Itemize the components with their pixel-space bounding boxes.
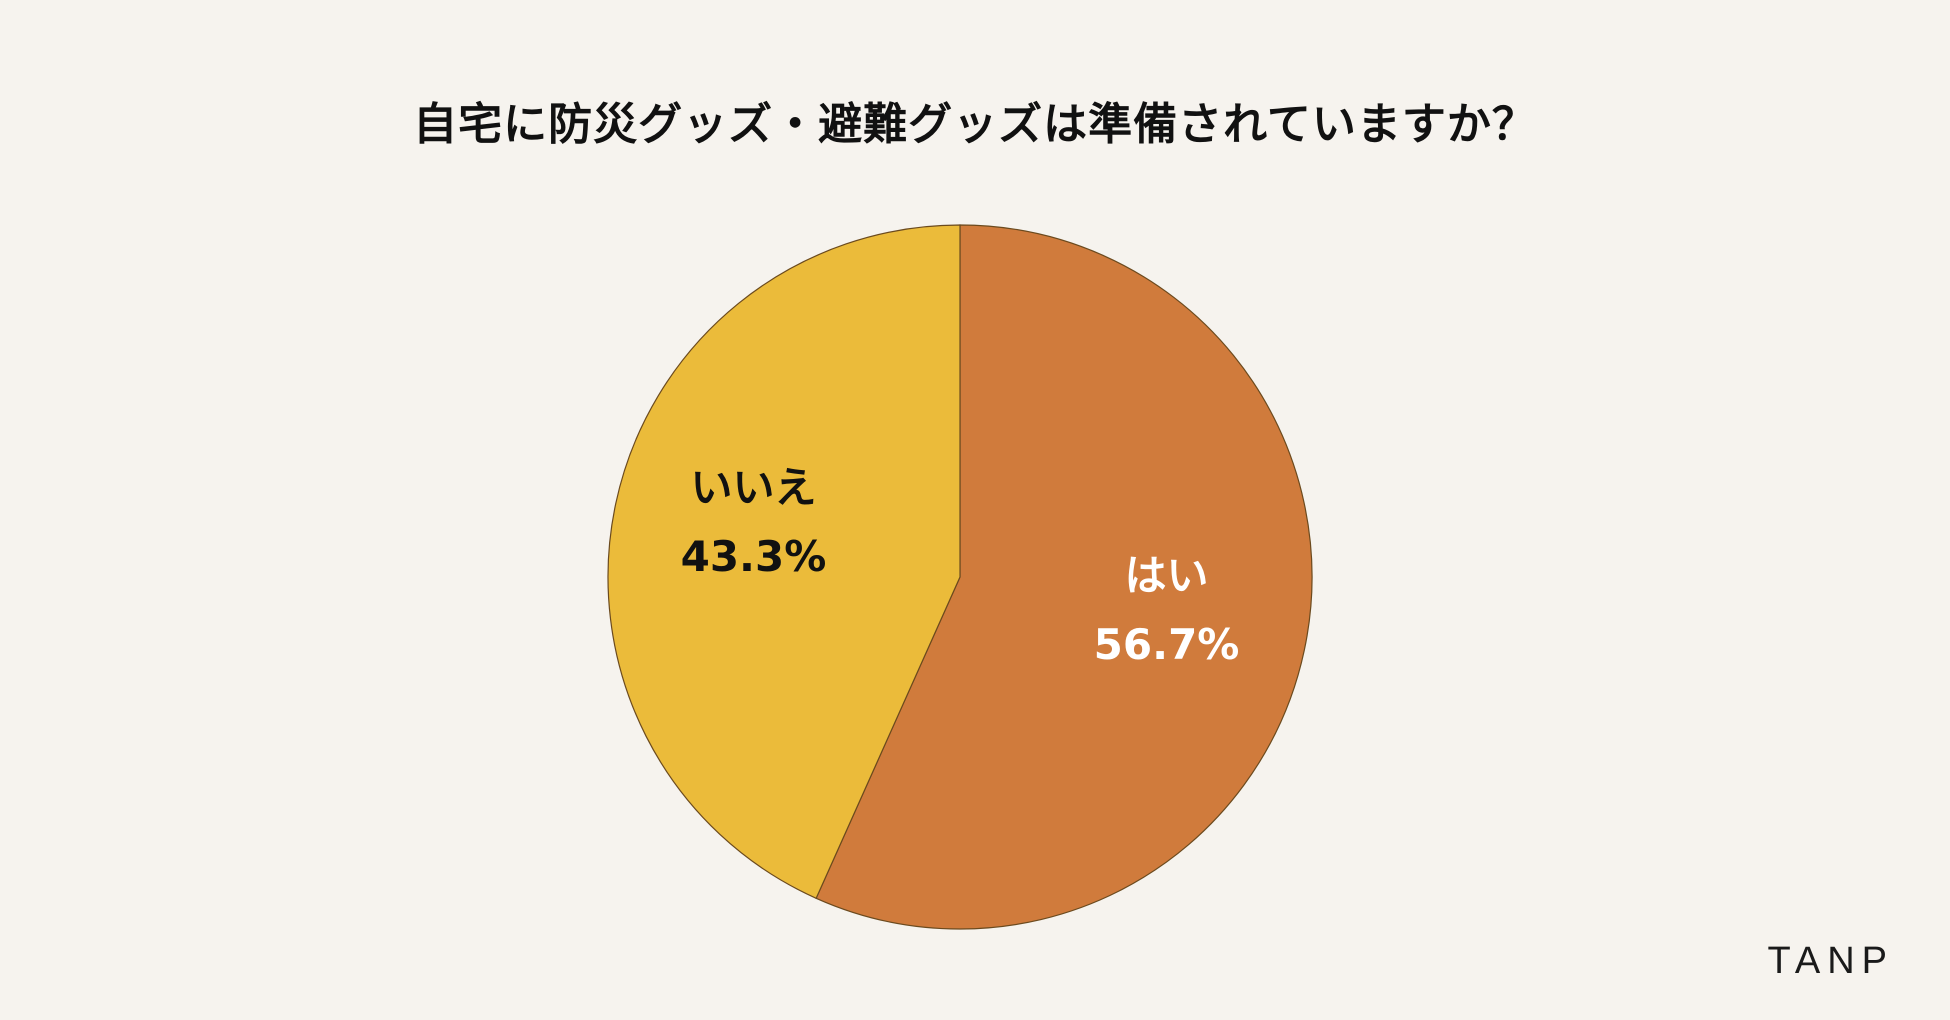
- brand-logo: TANP: [1767, 940, 1894, 982]
- slice-value-label: 43.3%: [681, 532, 827, 581]
- chart-title: 自宅に防災グッズ・避難グッズは準備されていますか？: [413, 99, 1537, 150]
- slice-category-label: いいえ: [690, 463, 816, 512]
- slice-category-label: はい: [1125, 551, 1209, 600]
- pie-labels: はい 56.7% いいえ 43.3%: [681, 463, 1240, 669]
- pie-slice-yes: [815, 224, 1313, 930]
- pie-slice-no: [607, 224, 961, 900]
- pie-slices: [607, 224, 1313, 930]
- slice-value-label: 56.7%: [1094, 620, 1240, 669]
